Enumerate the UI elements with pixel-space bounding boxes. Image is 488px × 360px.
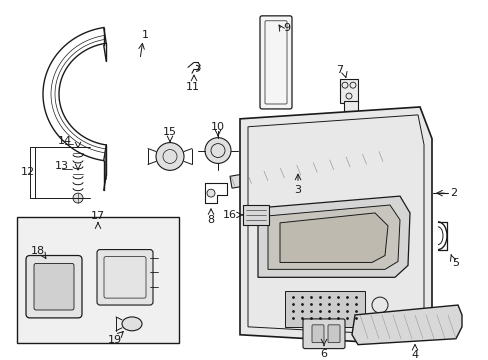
Polygon shape [351, 305, 461, 345]
Polygon shape [258, 196, 409, 277]
Text: 16: 16 [223, 210, 237, 220]
FancyBboxPatch shape [97, 249, 153, 305]
Text: 10: 10 [210, 122, 224, 132]
Text: 7: 7 [336, 65, 343, 75]
Polygon shape [267, 205, 399, 269]
Text: 3: 3 [294, 185, 301, 195]
FancyBboxPatch shape [303, 319, 345, 348]
Text: 17: 17 [91, 211, 105, 221]
Circle shape [204, 138, 230, 163]
Bar [343, 101, 357, 111]
Polygon shape [240, 107, 431, 342]
Polygon shape [280, 213, 387, 262]
Text: 2: 2 [449, 188, 457, 198]
Ellipse shape [122, 317, 142, 331]
Text: 1: 1 [141, 30, 148, 40]
Text: 6: 6 [320, 348, 327, 359]
Text: 15: 15 [163, 127, 177, 137]
Circle shape [73, 193, 83, 203]
FancyBboxPatch shape [311, 325, 324, 343]
Text: 9: 9 [283, 23, 290, 33]
FancyBboxPatch shape [327, 325, 339, 343]
Text: 18: 18 [31, 246, 45, 256]
FancyBboxPatch shape [243, 205, 268, 225]
FancyBboxPatch shape [17, 217, 179, 343]
Polygon shape [229, 150, 381, 188]
Text: 12: 12 [21, 167, 35, 177]
Text: 19: 19 [108, 335, 122, 345]
FancyBboxPatch shape [34, 264, 74, 310]
Text: 8: 8 [207, 215, 214, 225]
Circle shape [156, 143, 183, 170]
Circle shape [206, 189, 215, 197]
Text: 13: 13 [55, 161, 69, 171]
Text: 4: 4 [410, 350, 418, 360]
FancyBboxPatch shape [26, 256, 82, 318]
Text: 11: 11 [185, 82, 200, 92]
FancyBboxPatch shape [285, 291, 364, 327]
Text: 5: 5 [451, 258, 459, 269]
Bar [339, 79, 357, 103]
Text: 14: 14 [58, 136, 72, 146]
FancyBboxPatch shape [260, 16, 291, 109]
